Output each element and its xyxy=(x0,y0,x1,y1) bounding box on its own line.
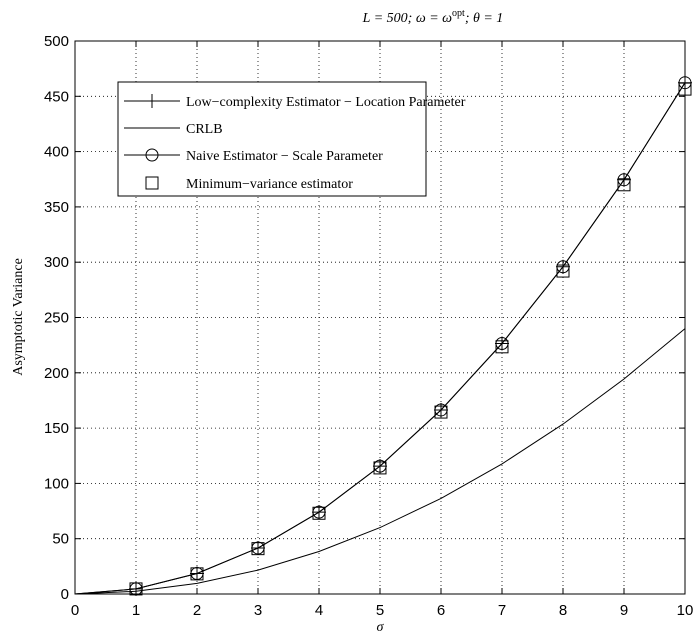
y-tick-label: 300 xyxy=(44,254,69,271)
y-tick-label: 450 xyxy=(44,88,69,105)
y-axis-label: Asymptotic Variance xyxy=(11,258,26,376)
data-point-square xyxy=(373,461,387,475)
data-point-square xyxy=(251,542,265,556)
series-crlb xyxy=(74,328,686,595)
x-axis-label: σ xyxy=(377,620,385,635)
legend-box xyxy=(117,81,427,197)
x-tick-label: 7 xyxy=(498,602,506,619)
legend-item: Low−complexity Estimator − Location Para… xyxy=(124,94,466,110)
data-point-square xyxy=(617,178,631,192)
legend-label: Minimum−variance estimator xyxy=(186,177,353,192)
x-tick-label: 1 xyxy=(132,602,140,619)
data-point-square xyxy=(129,582,143,596)
x-tick-label: 6 xyxy=(437,602,445,619)
legend-item: CRLB xyxy=(124,122,223,137)
y-tick-label: 250 xyxy=(44,310,69,327)
legend-item: Minimum−variance estimator xyxy=(145,176,353,192)
chart-title: L = 500; ω = ωopt; θ = 1 xyxy=(362,8,504,26)
y-tick-label: 350 xyxy=(44,199,69,216)
x-tick-label: 10 xyxy=(677,602,694,619)
data-point-square xyxy=(312,506,326,520)
y-tick-label: 150 xyxy=(44,420,69,437)
y-tick-label: 50 xyxy=(52,531,69,548)
x-tick-label: 5 xyxy=(376,602,384,619)
series-minimum-variance-estimator xyxy=(129,82,692,596)
y-tick-label: 500 xyxy=(44,33,69,50)
legend-label: CRLB xyxy=(186,122,223,137)
legend-item: Naive Estimator − Scale Parameter xyxy=(124,148,383,164)
series-layer xyxy=(74,75,692,596)
data-point-square xyxy=(434,405,448,419)
y-tick-label: 0 xyxy=(61,586,69,603)
x-tick-label: 4 xyxy=(315,602,323,619)
legend-label: Naive Estimator − Scale Parameter xyxy=(186,149,383,164)
series-line xyxy=(74,328,686,595)
x-tick-label: 9 xyxy=(620,602,628,619)
axis-ticks: 0 1 2 3 4 5 6 7 8 9 100501001502002503003504004505… xyxy=(44,33,693,619)
x-tick-label: 0 xyxy=(71,602,79,619)
data-point-square xyxy=(495,340,509,354)
x-tick-label: 3 xyxy=(254,602,262,619)
legend-marker-circle xyxy=(145,148,159,162)
y-tick-label: 400 xyxy=(44,144,69,161)
legend-marker-plus xyxy=(145,94,159,108)
series-line xyxy=(74,82,686,595)
y-tick-label: 200 xyxy=(44,365,69,382)
legend-label: Low−complexity Estimator − Location Para… xyxy=(186,95,466,110)
x-tick-label: 2 xyxy=(193,602,201,619)
x-tick-label: 8 xyxy=(559,602,567,619)
y-tick-label: 100 xyxy=(44,475,69,492)
legend-items: Low−complexity Estimator − Location Para… xyxy=(124,94,466,192)
data-point-square xyxy=(556,264,570,278)
legend-marker-square xyxy=(145,176,159,190)
legend: Low−complexity Estimator − Location Para… xyxy=(117,81,466,197)
data-point-square xyxy=(190,567,204,581)
